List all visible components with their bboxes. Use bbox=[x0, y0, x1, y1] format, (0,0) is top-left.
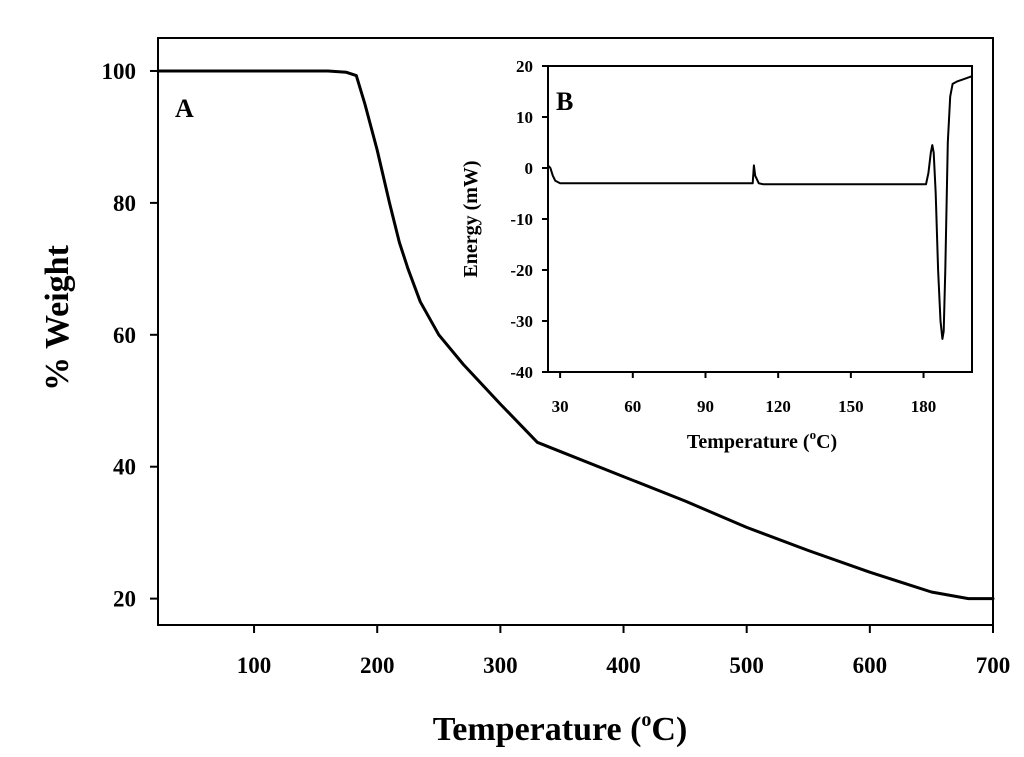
main-plot-frame bbox=[157, 37, 994, 626]
main-x-tick-label: 300 bbox=[483, 653, 518, 678]
main-y-tick-label: 60 bbox=[113, 323, 136, 348]
inset-x-tick-label: 120 bbox=[765, 397, 791, 416]
main-y-tick-label: 100 bbox=[102, 59, 137, 84]
main-x-tick-label: 700 bbox=[976, 653, 1011, 678]
dsc-curve bbox=[547, 75, 973, 340]
inset-y-tick-label: -40 bbox=[510, 363, 533, 382]
inset-x-tick-label: 180 bbox=[911, 397, 937, 416]
main-x-tick-label: 400 bbox=[606, 653, 641, 678]
inset-y-tick-label: -20 bbox=[510, 261, 533, 280]
inset-y-tick-label: 20 bbox=[516, 57, 533, 76]
inset-y-tick-label: 10 bbox=[516, 108, 533, 127]
main-x-tick-label: 200 bbox=[360, 653, 395, 678]
inset-y-tick-label: 0 bbox=[525, 159, 534, 178]
main-x-tick-label: 500 bbox=[729, 653, 764, 678]
inset-x-tick-label: 60 bbox=[624, 397, 641, 416]
inset-y-tick-label: -10 bbox=[510, 210, 533, 229]
tga-curve bbox=[156, 69, 995, 601]
inset-panel-b: 30 60 90 120 150 180 -40 -30 -20 -10 0 10 20 B Temp… bbox=[460, 57, 973, 453]
main-y-axis-title: % Weight bbox=[39, 244, 76, 390]
inset-y-tick-label: -30 bbox=[510, 312, 533, 331]
main-x-axis-title: Temperature (oC) bbox=[433, 709, 688, 748]
main-x-tick-label: 600 bbox=[853, 653, 888, 678]
panel-label-b: B bbox=[556, 87, 573, 116]
panel-label-a: A bbox=[175, 94, 194, 123]
main-y-ticks: 20 40 60 80 100 bbox=[102, 59, 158, 612]
inset-y-axis-title: Energy (mW) bbox=[460, 160, 482, 277]
main-y-tick-label: 20 bbox=[113, 587, 136, 612]
inset-x-tick-label: 150 bbox=[838, 397, 864, 416]
inset-x-axis-title: Temperature (oC) bbox=[687, 427, 837, 453]
main-x-tick-label: 100 bbox=[237, 653, 272, 678]
main-x-ticks: 100 200 300 400 500 600 700 bbox=[237, 625, 1010, 678]
main-y-tick-label: 80 bbox=[113, 191, 136, 216]
inset-y-ticks: -40 -30 -20 -10 0 10 20 bbox=[510, 57, 548, 382]
inset-x-tick-label: 90 bbox=[697, 397, 714, 416]
inset-background bbox=[548, 66, 972, 372]
inset-x-tick-label: 30 bbox=[552, 397, 569, 416]
main-y-tick-label: 40 bbox=[113, 455, 136, 480]
inset-x-ticks: 30 60 90 120 150 180 bbox=[552, 372, 937, 416]
